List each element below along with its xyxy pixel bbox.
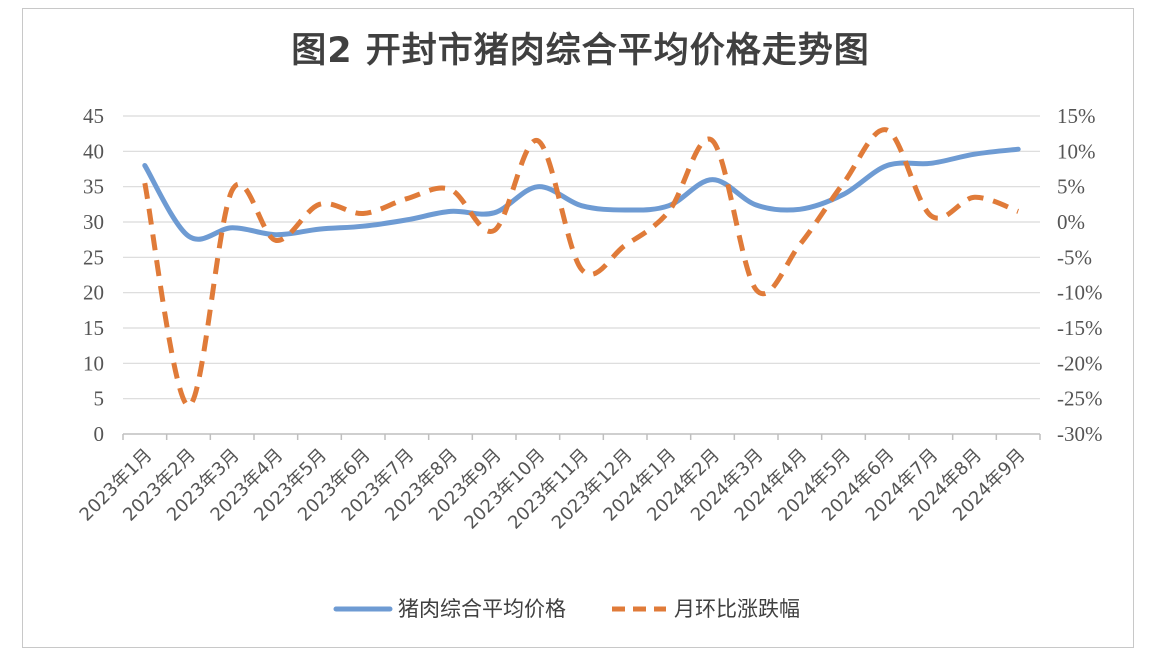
y-left-tick-label: 40 [83,139,104,163]
y-left-tick-label: 35 [83,175,104,199]
y-left-tick-label: 20 [83,281,104,305]
y-left-tick-label: 30 [83,210,104,234]
y-right-tick-label: -20% [1057,351,1103,375]
x-axis: 2023年1月2023年2月2023年3月2023年4月2023年5月2023年… [76,433,1041,534]
y-right-tick-label: -25% [1057,387,1103,411]
legend: 猪肉综合平均价格 月环比涨跌幅 [333,597,800,621]
series-line-mom-change [142,127,1020,409]
y-right-tick-label: -5% [1057,245,1092,269]
series-line-avg-price [142,146,1021,242]
y-right-tick-label: 5% [1057,175,1085,199]
gridlines [123,115,1040,400]
legend-label-price: 猪肉综合平均价格 [398,597,566,621]
y-right-tick-label: -15% [1057,316,1103,340]
y-left-tick-label: 0 [94,422,105,446]
y-left-tick-label: 25 [83,245,104,269]
y-left-tick-label: 10 [83,351,104,375]
series-lines [142,127,1021,409]
y-right-tick-label: 15% [1057,104,1096,128]
y-right-tick-label: 0% [1057,210,1085,234]
y-axis-right-ticks: 15% 10% 5% 0% -5% -10% -15% -20% -25% -30% [1057,104,1103,446]
chart-title: 图2 开封市猪肉综合平均价格走势图 [291,31,870,71]
y-right-tick-label: -10% [1057,281,1103,305]
y-right-tick-label: -30% [1057,422,1103,446]
y-left-tick-label: 5 [94,387,105,411]
y-axis-left-ticks: 45 40 35 30 25 20 15 10 5 0 [83,104,104,446]
legend-label-change: 月环比涨跌幅 [674,597,800,621]
y-left-tick-label: 15 [83,316,104,340]
y-left-tick-label: 45 [83,104,104,128]
y-right-tick-label: 10% [1057,139,1096,163]
